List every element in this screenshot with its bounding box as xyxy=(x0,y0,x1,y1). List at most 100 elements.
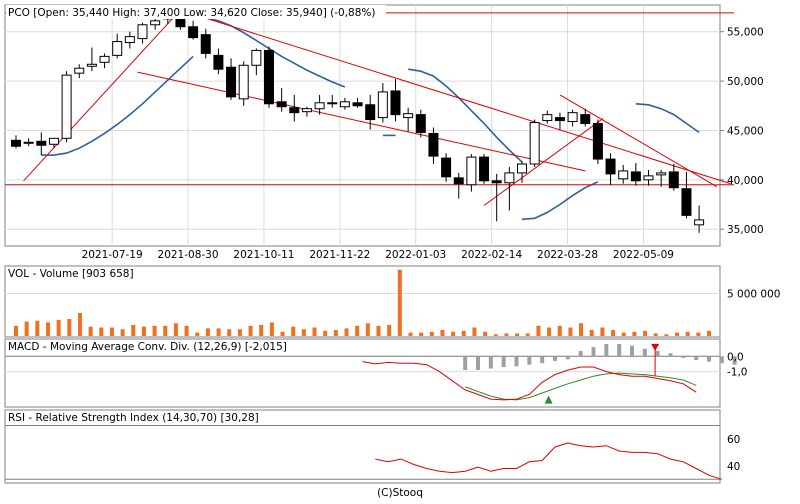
candle-body xyxy=(504,172,515,184)
volume-bar xyxy=(301,329,306,336)
rsi-series-line xyxy=(375,442,722,480)
volume-bar xyxy=(237,329,242,336)
macd-histogram-bar xyxy=(668,353,673,357)
volume-bar xyxy=(664,334,669,336)
macd-histogram-bar xyxy=(501,356,506,367)
trend-line xyxy=(182,10,731,185)
volume-y-tick-label: 5 000 000 xyxy=(727,289,780,301)
macd-y-tick-label: -1,0 xyxy=(727,367,748,379)
volume-bar xyxy=(56,319,61,336)
volume-bar xyxy=(515,333,520,336)
volume-bar xyxy=(461,330,466,336)
macd-panel-frame xyxy=(4,338,721,408)
price-candles xyxy=(11,7,705,233)
macd-histogram-bar xyxy=(604,344,609,357)
rsi-title: RSI - Relative Strength Index (14,30,70)… xyxy=(8,412,259,424)
volume-bar xyxy=(259,324,264,336)
volume-bar xyxy=(696,332,701,336)
macd-sell-marker xyxy=(651,343,660,351)
candle-body xyxy=(694,219,705,226)
price-x-tick-label: 2021-08-30 xyxy=(158,249,219,261)
volume-bar xyxy=(525,333,530,336)
candle-body xyxy=(301,108,312,113)
price-x-tick-label: 2022-03-28 xyxy=(537,249,598,261)
candle-body xyxy=(479,156,490,182)
volume-bar xyxy=(493,334,498,336)
candle-body xyxy=(276,101,287,108)
candle-body xyxy=(517,163,527,174)
candle-body xyxy=(86,63,97,67)
macd-markers xyxy=(544,343,660,404)
candle-body xyxy=(630,171,641,182)
candle-body xyxy=(137,24,148,40)
candle-body xyxy=(428,132,439,157)
volume-bar xyxy=(600,327,605,336)
price-y-tick-label: 45,000 xyxy=(727,125,764,137)
volume-bar xyxy=(611,330,616,336)
volume-bar xyxy=(195,332,200,336)
macd-lines xyxy=(362,361,697,401)
candle-body xyxy=(112,41,123,56)
volume-bar xyxy=(88,326,93,336)
volume-bar xyxy=(24,321,29,336)
macd-histogram-bar xyxy=(655,350,660,357)
volume-bar xyxy=(163,325,168,336)
volume-bar xyxy=(429,331,434,336)
trend-line xyxy=(23,9,181,182)
candle-body xyxy=(188,26,199,39)
volume-bar xyxy=(387,324,392,336)
macd-histogram-bar xyxy=(681,356,686,358)
candle-body xyxy=(238,64,249,100)
price-x-tick-label: 2021-11-22 xyxy=(309,249,370,261)
candle-body xyxy=(339,101,350,108)
volume-bar xyxy=(152,325,157,336)
candle-body xyxy=(251,49,262,66)
price-x-axis: 2021-07-19 2021-08-30 2021-10-11 2021-11-22… xyxy=(82,249,674,261)
footer-credit: (C)Stooq xyxy=(377,487,423,499)
volume-bar xyxy=(77,313,82,336)
volume-bar xyxy=(227,329,232,336)
candle-body xyxy=(453,177,464,185)
candle-body xyxy=(491,180,502,184)
volume-bar xyxy=(707,330,711,336)
macd-histogram-bar xyxy=(732,356,737,365)
candle-body xyxy=(466,156,477,186)
volume-bar xyxy=(109,327,114,336)
volume-bar xyxy=(653,333,658,336)
candle-body xyxy=(643,175,654,181)
moving-average-line xyxy=(635,103,700,134)
candle-body xyxy=(365,104,376,121)
volume-bar xyxy=(248,325,253,336)
volume-title: VOL - Volume [903 658] xyxy=(8,268,134,280)
macd-histogram-bar xyxy=(553,356,557,361)
price-y-axis: 35,000 40,000 45,000 50,000 55,000 xyxy=(720,27,764,236)
volume-bar xyxy=(557,325,562,336)
macd-histogram-bar xyxy=(617,344,622,357)
price-y-tick-label: 55,000 xyxy=(727,27,764,39)
volume-bar xyxy=(547,327,552,336)
candle-body xyxy=(668,171,679,189)
macd-histogram-bar xyxy=(642,348,647,357)
volume-bar xyxy=(269,322,274,336)
volume-bar xyxy=(45,322,50,336)
candle-body xyxy=(74,67,85,74)
volume-bar xyxy=(365,323,370,336)
volume-bar xyxy=(472,327,477,336)
price-panel: 35,000 40,000 45,000 50,000 55,000 2021-07-1… xyxy=(4,4,764,483)
macd-panel: 0,0 -1,0 MACD - Moving Average Conv. Div.… xyxy=(4,338,748,408)
volume-bar xyxy=(568,327,573,336)
moving-average-line xyxy=(41,55,194,156)
candle-body xyxy=(327,102,338,105)
volume-panel-frame xyxy=(4,265,721,338)
candle-body xyxy=(124,36,135,44)
price-x-tick-label: 2021-10-11 xyxy=(233,249,294,261)
price-y-tick-label: 40,000 xyxy=(727,175,764,187)
macd-histogram-bar xyxy=(476,356,480,371)
volume-bar xyxy=(483,331,488,336)
candle-body xyxy=(681,188,692,216)
candle-body xyxy=(61,74,72,139)
candle-body xyxy=(554,117,565,122)
candle-body xyxy=(314,102,325,110)
macd-histogram-bar xyxy=(591,347,596,357)
